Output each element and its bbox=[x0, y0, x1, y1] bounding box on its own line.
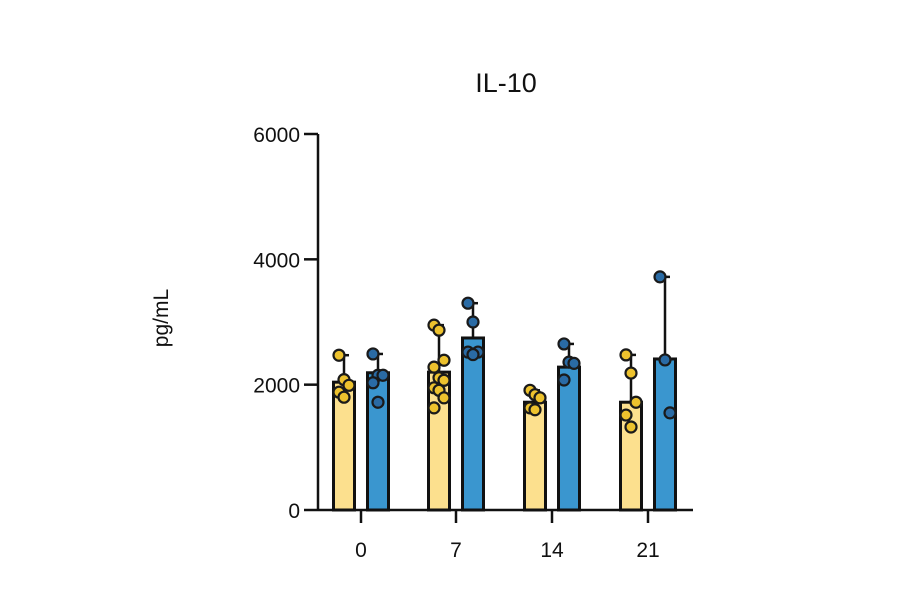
data-point bbox=[528, 403, 542, 417]
data-point bbox=[337, 390, 351, 404]
data-point bbox=[624, 420, 638, 434]
bar-14 bbox=[557, 365, 581, 512]
data-point bbox=[466, 315, 480, 329]
y-axis-label: pg/mL bbox=[150, 289, 173, 347]
data-point bbox=[432, 323, 446, 337]
bar-14 bbox=[523, 400, 547, 512]
x-tick-label: 0 bbox=[355, 539, 367, 562]
data-point bbox=[437, 391, 451, 405]
data-point bbox=[624, 366, 638, 380]
data-point bbox=[437, 373, 451, 387]
data-point bbox=[437, 353, 451, 367]
bar-0 bbox=[366, 371, 390, 512]
bar-21 bbox=[653, 357, 677, 512]
bars-layer bbox=[332, 336, 677, 512]
data-point bbox=[653, 270, 667, 284]
data-point bbox=[342, 378, 356, 392]
data-point bbox=[371, 395, 385, 409]
data-point bbox=[366, 347, 380, 361]
data-point bbox=[567, 356, 581, 370]
y-tick-label: 2000 bbox=[253, 375, 300, 398]
x-axis: 0 7 14 21 bbox=[318, 508, 693, 562]
data-point bbox=[533, 391, 547, 405]
data-point bbox=[466, 347, 480, 362]
data-point bbox=[376, 368, 390, 382]
y-tick-label: 4000 bbox=[253, 249, 300, 272]
y-axis: 0 2000 4000 6000 bbox=[253, 124, 320, 523]
data-point bbox=[619, 348, 633, 362]
x-tick-label: 21 bbox=[636, 539, 659, 562]
data-point bbox=[619, 408, 633, 422]
data-point bbox=[557, 373, 571, 387]
data-point bbox=[366, 376, 380, 390]
y-tick-label: 0 bbox=[288, 500, 300, 523]
data-point bbox=[461, 296, 475, 310]
data-point bbox=[663, 406, 677, 420]
chart-title: IL-10 bbox=[475, 68, 537, 98]
data-point bbox=[658, 353, 672, 367]
data-point bbox=[629, 395, 643, 409]
data-point bbox=[332, 348, 346, 362]
data-points-layer bbox=[332, 270, 677, 434]
x-tick-label: 14 bbox=[540, 539, 564, 562]
data-point bbox=[427, 360, 441, 374]
data-point bbox=[427, 401, 441, 415]
bar-7 bbox=[461, 336, 485, 512]
y-tick-label: 6000 bbox=[253, 124, 300, 147]
data-point bbox=[557, 337, 571, 351]
x-tick-label: 7 bbox=[450, 539, 462, 562]
